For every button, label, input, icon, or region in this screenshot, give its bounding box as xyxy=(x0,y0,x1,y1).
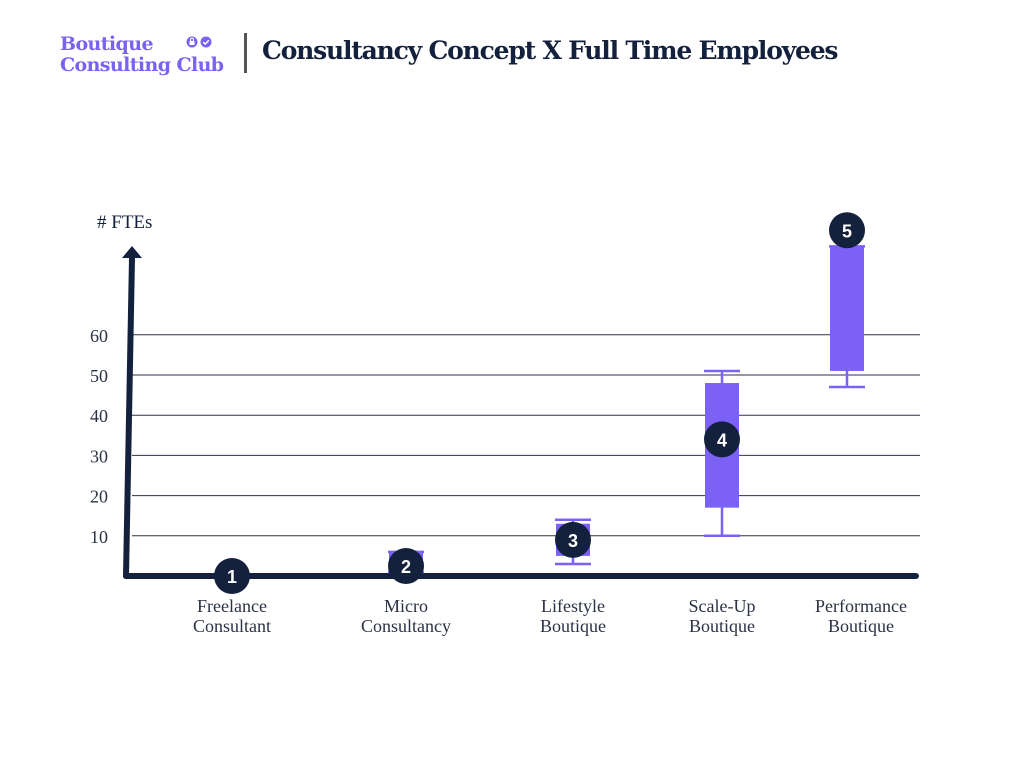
marker-badge xyxy=(704,421,740,458)
y-tick-label: 60 xyxy=(90,326,108,346)
box xyxy=(830,246,864,371)
x-category-label: Scale-Up xyxy=(689,596,756,616)
x-category-label: Boutique xyxy=(689,616,755,636)
y-axis-arrow xyxy=(122,246,142,258)
brand-logo: Boutique Consulting Club xyxy=(60,34,224,76)
x-category-label: Performance xyxy=(815,596,907,616)
x-category-label: Boutique xyxy=(540,616,606,636)
y-tick-label: 30 xyxy=(90,446,108,466)
y-tick-label: 20 xyxy=(90,487,108,507)
header-divider xyxy=(244,33,247,73)
page-title: Consultancy Concept X Full Time Employee… xyxy=(262,36,839,65)
x-category-label: Freelance xyxy=(197,596,267,616)
x-category-label: Lifestyle xyxy=(541,596,605,616)
y-tick-label: 40 xyxy=(90,406,108,426)
x-category-label: Consultant xyxy=(193,616,271,636)
y-axis-label: # FTEs xyxy=(97,212,152,233)
x-category-label: Consultancy xyxy=(361,616,451,636)
brand-badges-icon xyxy=(186,36,212,48)
x-category-label: Boutique xyxy=(828,616,894,636)
marker-badge xyxy=(555,521,591,558)
marker-badge xyxy=(214,558,250,594)
brand-line-2: Consulting Club xyxy=(60,54,224,76)
y-axis xyxy=(123,255,135,579)
brand-line-1: Boutique xyxy=(60,33,154,55)
marker-badge-number: 2 xyxy=(401,557,411,577)
marker-badge-number: 5 xyxy=(842,221,852,241)
y-tick-label: 50 xyxy=(90,366,108,386)
x-category-label: Micro xyxy=(384,596,428,616)
marker-badge-number: 1 xyxy=(227,567,237,587)
marker-badge xyxy=(829,212,865,249)
y-tick-label: 10 xyxy=(90,527,108,547)
marker-badge xyxy=(388,547,424,584)
marker-badge-number: 4 xyxy=(717,430,727,450)
marker-badge-number: 3 xyxy=(568,531,578,551)
